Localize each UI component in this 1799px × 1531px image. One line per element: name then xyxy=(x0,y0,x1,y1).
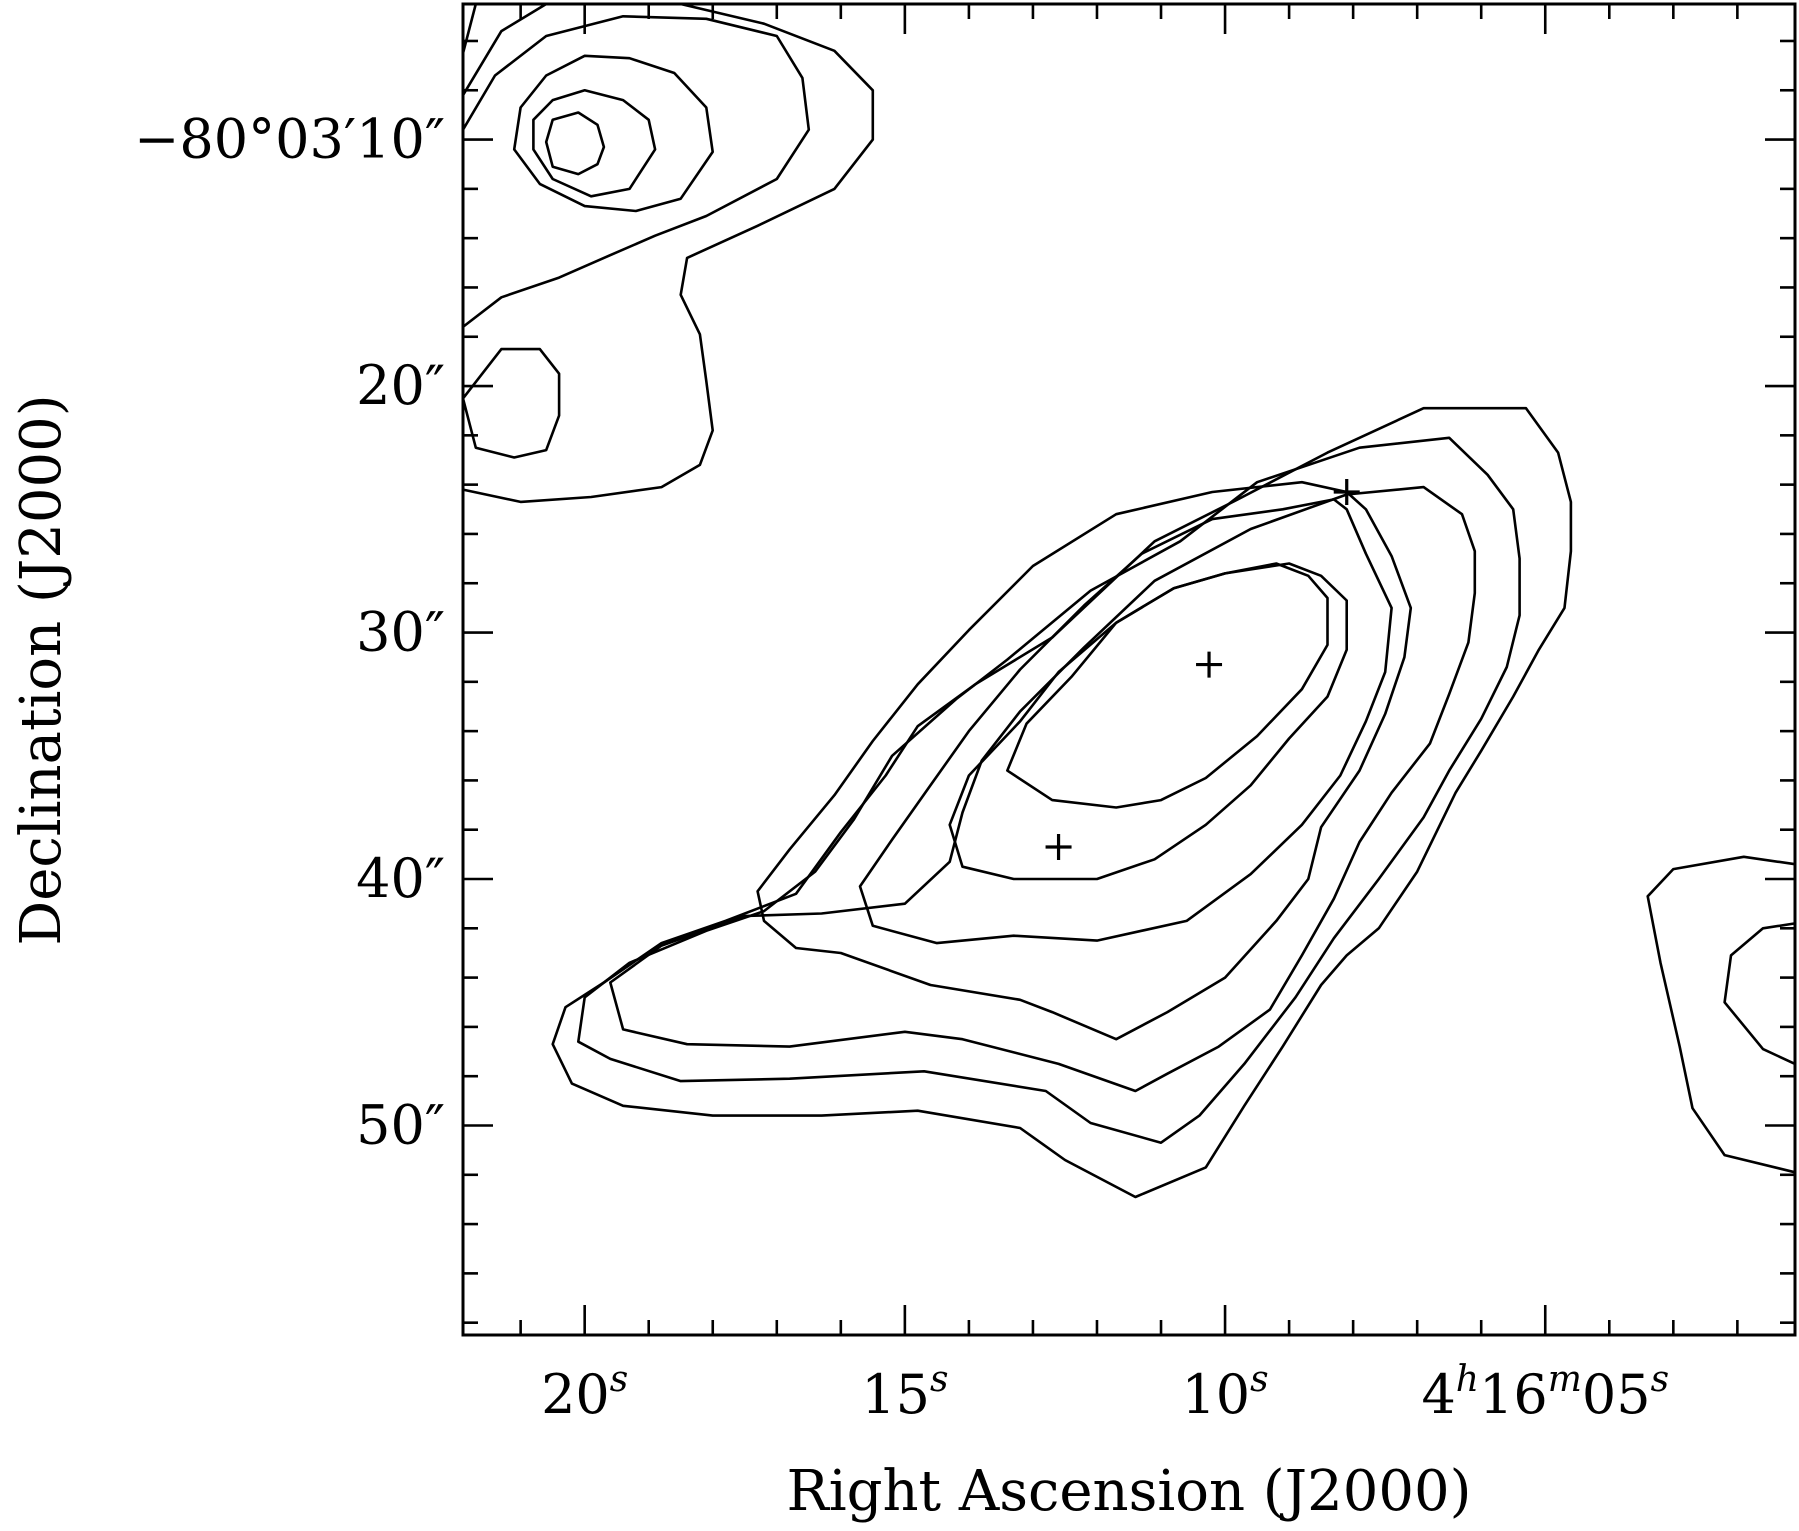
markers-layer xyxy=(1045,479,1360,860)
y-tick-label: 50″ xyxy=(356,1093,445,1156)
x-tick-label: 15s xyxy=(861,1359,948,1426)
contour-main-2 xyxy=(576,436,1521,1144)
plot-frame xyxy=(461,2,1797,1337)
source-marker-2 xyxy=(1333,479,1360,506)
contour-main-3 xyxy=(608,485,1477,1093)
contour-main-5 xyxy=(858,498,1393,945)
y-tick-label: −80°03′10″ xyxy=(134,108,445,171)
contour-nw-4 xyxy=(532,89,657,198)
contour-main-4 xyxy=(756,480,1413,1041)
y-tick-label: 20″ xyxy=(356,354,445,417)
y-axis-label: Declination (J2000) xyxy=(9,394,74,945)
contour-main-6 xyxy=(948,562,1348,881)
contour-se-2 xyxy=(1723,922,1796,1066)
source-marker-3 xyxy=(1045,833,1072,860)
contour-nw-6 xyxy=(461,347,561,459)
y-tick-label: 40″ xyxy=(356,847,445,910)
contour-se-1 xyxy=(1646,855,1796,1174)
tick-labels-layer: −80°03′10″ 20″ 30″ 40″ 50″ 20s 15s 10s 4h16m05s xyxy=(134,108,1669,1426)
contour-nw-7 xyxy=(461,3,478,54)
x-axis-label: Right Ascension (J2000) xyxy=(787,1459,1472,1524)
ticks-layer xyxy=(463,4,1795,1335)
contour-main-7 xyxy=(1005,562,1329,809)
contour-nw-2 xyxy=(461,14,811,328)
x-tick-label: 10s xyxy=(1181,1359,1268,1426)
contour-nw-3 xyxy=(512,54,715,213)
contours-layer xyxy=(461,2,1796,1199)
contour-main-1 xyxy=(551,406,1573,1199)
y-tick-label: 30″ xyxy=(356,601,445,664)
x-tick-label: 20s xyxy=(541,1359,628,1426)
contour-nw-5 xyxy=(544,111,606,176)
x-tick-label: 4h16m05s xyxy=(1421,1359,1669,1426)
contour-nw-1 xyxy=(461,2,875,504)
source-marker-1 xyxy=(1196,651,1223,678)
